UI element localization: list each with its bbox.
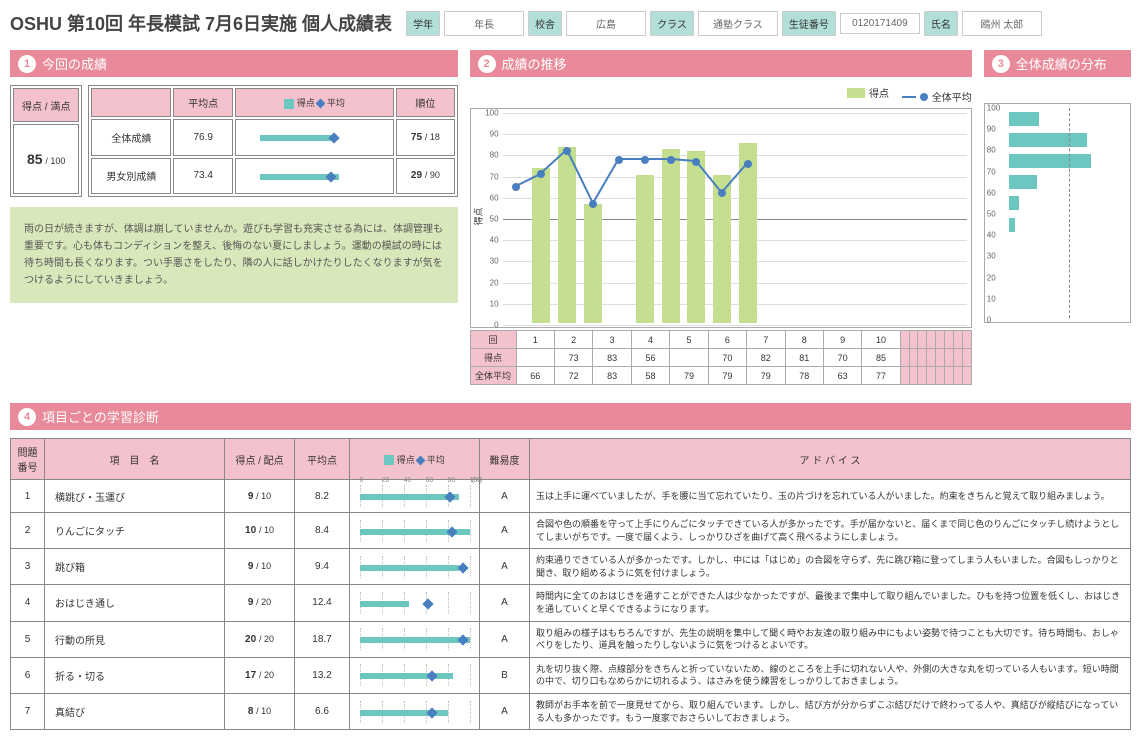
header-label: クラス (650, 11, 694, 36)
header: OSHU 第10回 年長模試 7月6日実施 個人成績表 学年年長校舎広島クラス通… (10, 10, 1131, 36)
progress-chart: 得点 1009080706050403020100 (470, 108, 972, 328)
diagnosis-table: 問題番号項 目 名得点 / 配点平均点 得点 平均難易度ア ド バ イ ス 1横… (10, 438, 1131, 730)
diagnosis-row: 5行動の所見20 / 2018.7A取り組みの様子はもちろんですが、先生の説明を… (11, 621, 1131, 657)
section-progress: 2 成績の推移 得点 全体平均 得点 100908070605040302010… (470, 50, 972, 385)
diagnosis-row: 3跳び箱9 / 109.4A約束通りできている人が多かったです。しかし、中には「… (11, 549, 1131, 585)
score-detail: 平均点 得点 平均順位 全体成績76.975 / 18男女別成績73.429 /… (88, 85, 457, 197)
diagnosis-row: 1横跳び・玉運び9 / 108.2020406080100(%)A玉は上手に運べ… (11, 480, 1131, 513)
section-head-2: 2 成績の推移 (470, 50, 972, 77)
section-current-score: 1 今回の成績 得点 / 満点 85 / 100 平均点 得点 平均順位 全体成… (10, 50, 458, 385)
teacher-message: 雨の日が続きますが、体調は崩していませんか。遊びも学習も充実させる為には、体調管… (10, 207, 458, 303)
header-value: 通塾クラス (698, 11, 778, 36)
section-head-1: 1 今回の成績 (10, 50, 458, 77)
diagnosis-row: 7真結び8 / 106.6A教師がお手本を前で一度見せてから、取り組んでいます。… (11, 693, 1131, 729)
header-value: 0120171409 (840, 13, 920, 34)
section-distribution: 3 全体成績の分布 1009080706050403020100 (984, 50, 1131, 385)
diagnosis-row: 4おはじき通し9 / 2012.4A時間内に全てのおはじきを通すことができた人は… (11, 585, 1131, 621)
chart-legend: 得点 全体平均 (470, 85, 972, 104)
section-head-4: 4 項目ごとの学習診断 (10, 403, 1131, 430)
diagnosis-row: 6折る・切る17 / 2013.2B丸を切り抜く際、点線部分をきちんと折っていな… (11, 657, 1131, 693)
header-value: 鴎州 太郎 (962, 11, 1042, 36)
page-title: OSHU 第10回 年長模試 7月6日実施 個人成績表 (10, 10, 392, 36)
distribution-chart: 1009080706050403020100 (984, 103, 1131, 323)
header-label: 校舎 (528, 11, 562, 36)
header-label: 学年 (406, 11, 440, 36)
section-head-3: 3 全体成績の分布 (984, 50, 1131, 77)
header-value: 年長 (444, 11, 524, 36)
progress-table: 回12345678910得点7383567082817085全体平均667283… (470, 330, 972, 385)
header-label: 氏名 (924, 11, 958, 36)
header-value: 広島 (566, 11, 646, 36)
section-diagnosis: 4 項目ごとの学習診断 問題番号項 目 名得点 / 配点平均点 得点 平均難易度… (10, 403, 1131, 730)
score-summary: 得点 / 満点 85 / 100 (10, 85, 82, 197)
header-label: 生徒番号 (782, 11, 836, 36)
diagnosis-row: 2りんごにタッチ10 / 108.4A合図や色の順番を守って上手にりんごにタッチ… (11, 513, 1131, 549)
